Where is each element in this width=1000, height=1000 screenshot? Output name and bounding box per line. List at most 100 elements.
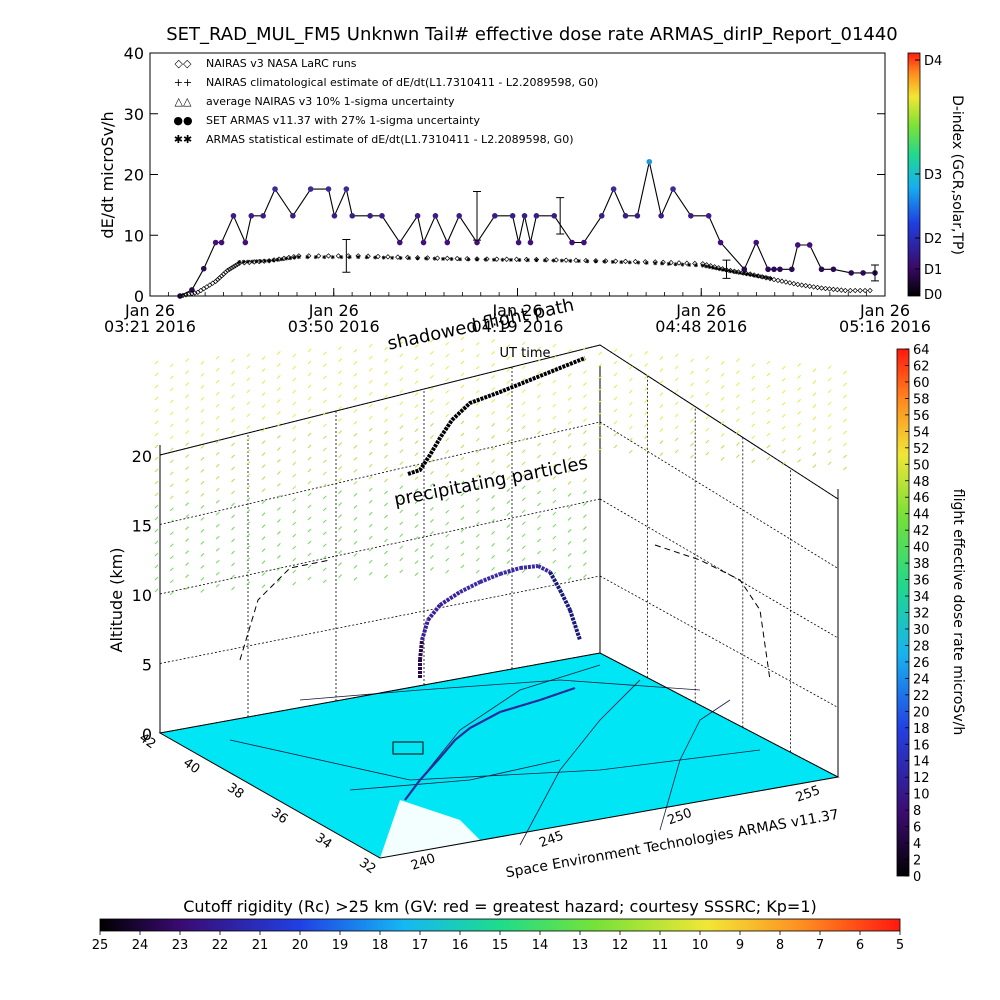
particle-mark [261, 584, 266, 588]
dindex-ticks: D4 D3 D2 D1 D0 [915, 54, 942, 303]
particle-mark [475, 545, 480, 550]
particle-mark [414, 356, 419, 360]
particle-mark [292, 569, 297, 574]
particle-mark [475, 365, 480, 370]
dindex-tick-label: D0 [924, 288, 942, 303]
particle-mark [552, 475, 557, 480]
particle-mark [185, 382, 189, 386]
particle-mark [628, 449, 633, 454]
nairas-point [180, 292, 186, 299]
particle-mark [506, 548, 511, 552]
particle-mark [414, 428, 419, 432]
particle-mark [506, 500, 511, 504]
particle-mark [277, 387, 281, 391]
particle-mark [246, 497, 251, 502]
particle-mark [521, 413, 526, 418]
particle-mark [322, 579, 327, 584]
particle-mark [475, 377, 480, 382]
armas-point [343, 186, 350, 192]
particle-mark [384, 346, 388, 351]
particle-mark [537, 430, 541, 435]
particle-mark [613, 372, 618, 377]
particle-mark [690, 454, 694, 459]
dose-tick-label: 16 [913, 738, 930, 753]
rigidity-tick-label: 10 [692, 938, 709, 953]
particle-mark [705, 451, 710, 456]
particle-mark [307, 432, 312, 437]
precipitating-particles-field [154, 336, 847, 596]
particle-mark [154, 552, 159, 557]
particle-mark [552, 427, 557, 432]
particle-mark [506, 440, 511, 444]
particle-mark [154, 456, 159, 461]
armas-stat-point [710, 265, 715, 270]
nairas-point [622, 258, 629, 265]
particle-mark [475, 473, 480, 478]
particle-mark [445, 533, 450, 538]
armas-stat-point [748, 272, 753, 277]
particle-mark [460, 360, 465, 365]
particle-mark [537, 406, 541, 411]
particle-mark [169, 387, 174, 392]
altitude-tick-label: 10 [132, 586, 152, 605]
armas-point [367, 213, 373, 219]
nairas-point [779, 278, 785, 284]
particle-mark [384, 478, 388, 483]
particle-mark [475, 437, 480, 442]
particle-mark [338, 346, 342, 350]
particle-mark [292, 425, 297, 430]
particle-mark [445, 353, 450, 358]
armas-stat-point [305, 255, 310, 260]
particle-mark [292, 365, 297, 370]
particle-mark [751, 399, 756, 404]
particle-mark [368, 571, 373, 576]
particle-mark [384, 358, 388, 363]
particle-mark [491, 399, 495, 403]
nairas-point [857, 287, 863, 294]
particle-mark [399, 401, 404, 406]
particle-mark [384, 466, 388, 471]
particle-mark [613, 384, 618, 389]
particle-mark [552, 511, 557, 516]
particle-mark [200, 565, 205, 569]
dose-tick-label: 32 [913, 607, 930, 622]
armas-stat-point [441, 256, 446, 261]
particle-mark [307, 576, 312, 581]
particle-mark [292, 353, 297, 358]
particle-mark [292, 401, 297, 406]
flight-track-segment [438, 590, 462, 607]
particle-mark [277, 363, 281, 367]
particle-mark [843, 442, 847, 447]
particle-mark [169, 543, 174, 548]
particle-mark [215, 427, 220, 432]
armas-point [753, 239, 759, 246]
particle-mark [705, 439, 710, 444]
rigidity-tick-label: 18 [372, 938, 389, 953]
particle-mark [169, 447, 174, 452]
particle-mark [583, 550, 587, 554]
particle-mark [567, 529, 572, 533]
particle-mark [812, 428, 817, 432]
particle-mark [277, 471, 281, 475]
armas-point [634, 213, 641, 219]
particle-mark [521, 545, 526, 550]
legend-symbol: ✱✱ [174, 133, 192, 146]
armas-stat-point [610, 259, 615, 264]
nairas-point [775, 277, 781, 284]
rigidity-tick-label: 13 [572, 938, 589, 953]
particle-mark [322, 411, 327, 416]
particle-mark [690, 370, 694, 375]
particle-mark [659, 452, 664, 456]
armas-stat-point [517, 257, 522, 262]
particle-mark [414, 572, 419, 576]
particle-mark [430, 471, 434, 475]
dose-tick-label: 62 [913, 359, 930, 374]
rigidity-tick-label: 15 [492, 938, 509, 953]
particle-mark [353, 421, 358, 425]
armas-stat-point [432, 256, 437, 261]
particle-mark [506, 464, 511, 468]
particle-mark [353, 553, 358, 557]
particle-mark [491, 483, 495, 487]
armas-stat-point [356, 255, 361, 260]
